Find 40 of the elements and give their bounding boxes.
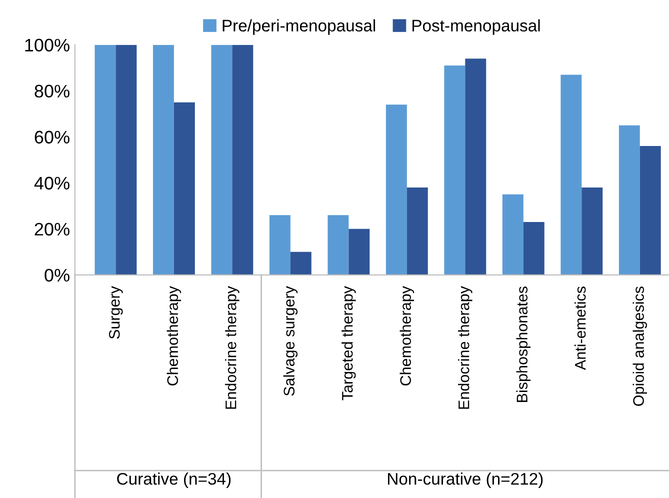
bar (502, 194, 524, 275)
y-tick-label: 0% (44, 268, 70, 282)
text: Curative (n=34) (117, 472, 231, 488)
x-tick-label: Salvage surgery (283, 286, 298, 396)
bar (232, 44, 254, 275)
bar (116, 44, 137, 275)
bar (444, 66, 466, 275)
text: Non-curative (n=212) (388, 472, 543, 488)
bar (174, 102, 195, 275)
bar (465, 58, 486, 275)
x-tick-label: Endocrine therapy (458, 286, 472, 409)
bar (560, 74, 582, 275)
bar (348, 228, 370, 275)
bar (328, 215, 349, 275)
bar (640, 146, 661, 275)
x-tick-label: Chemotherapy (400, 286, 414, 386)
bar (523, 222, 544, 275)
x-tick-label: Endocrine therapy (225, 286, 240, 409)
x-tick-label: Targeted therapy (342, 286, 356, 400)
bar (582, 187, 603, 275)
bar (406, 187, 428, 275)
y-tick-label: 80% (34, 84, 70, 98)
bar (269, 215, 290, 275)
bar (211, 44, 232, 275)
x-tick-label: Bisphosphonates (516, 286, 531, 402)
x-tick-label: Surgery (108, 286, 123, 339)
x-tick-label: Opioid analgesics (632, 286, 647, 406)
x-tick-label: Anti-emetics (574, 286, 586, 370)
bar (290, 252, 312, 275)
bar (94, 44, 116, 275)
bar (618, 125, 640, 275)
legend-label: Pre/peri-menopausal (222, 19, 376, 35)
y-tick-label: 60% (34, 130, 70, 144)
y-tick-label: 40% (34, 176, 70, 190)
bar (386, 104, 407, 275)
y-tick-label: 20% (34, 222, 70, 236)
x-tick-label: Chemotherapy (166, 286, 182, 386)
y-tick-label: 100% (25, 38, 70, 52)
legend-label: Post-menopausal (412, 19, 540, 35)
bar (152, 44, 174, 275)
